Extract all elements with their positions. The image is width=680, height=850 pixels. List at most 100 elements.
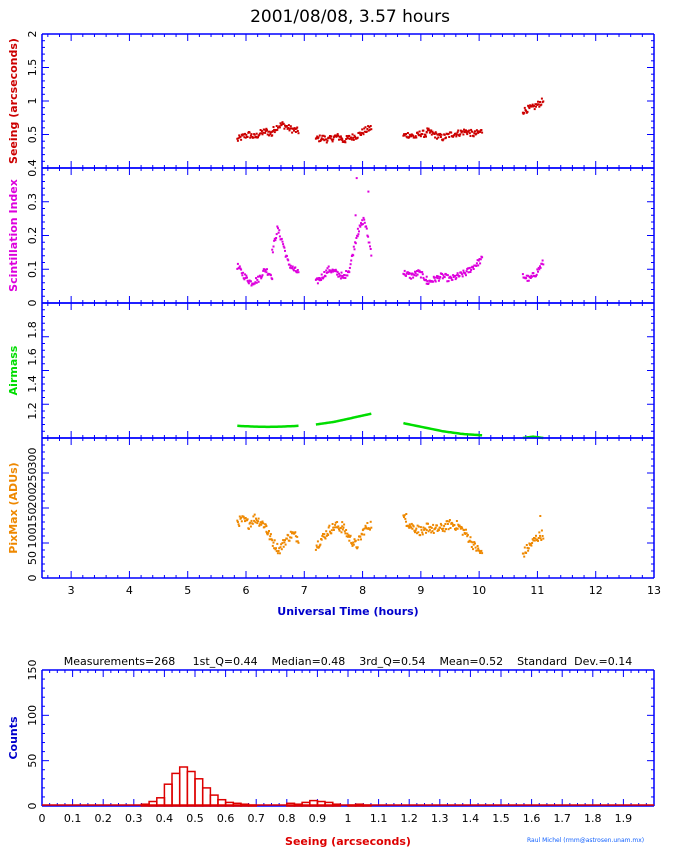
seeing-panel: 0.5 1 1.5 2 Seeing (arcseconds)	[7, 31, 655, 169]
seeing-point	[455, 133, 458, 136]
pixmax-point	[285, 537, 288, 540]
seeing-point	[365, 130, 368, 133]
scintillation-point	[472, 268, 475, 270]
scintillation-point	[433, 276, 436, 279]
pixmax-point	[472, 548, 474, 551]
seeing-point	[367, 125, 370, 128]
pixmax-point	[414, 531, 416, 534]
seeing-point	[287, 124, 290, 127]
scintillation-point	[242, 271, 245, 274]
scintillation-y-tick-label: 0.4	[26, 159, 39, 177]
pixmax-point	[454, 528, 457, 531]
pixmax-point	[268, 530, 270, 532]
histogram-x-tick-label: 0.2	[94, 812, 112, 825]
scintillation-point	[360, 223, 363, 226]
pixmax-point	[326, 532, 329, 535]
scintillation-point	[280, 237, 283, 240]
scintillation-point	[358, 224, 361, 227]
seeing-point	[260, 130, 263, 132]
pixmax-point	[403, 514, 406, 517]
seeing-point	[272, 126, 275, 128]
pixmax-point	[540, 529, 543, 532]
scintillation-point	[274, 239, 277, 242]
scintillation-point	[434, 279, 437, 282]
pixmax-point	[425, 529, 428, 531]
seeing-point	[268, 134, 270, 137]
seeing-point	[296, 126, 299, 129]
histogram-x-tick-label: 0.7	[247, 812, 265, 825]
pixmax-point	[407, 525, 410, 528]
pixmax-point	[414, 529, 417, 532]
seeing-point	[282, 122, 285, 125]
seeing-point	[474, 130, 476, 133]
seeing-point	[418, 130, 421, 133]
seeing-point	[252, 136, 255, 139]
pixmax-point	[526, 546, 529, 549]
seeing-point	[258, 132, 261, 135]
seeing-point	[248, 131, 251, 134]
scintillation-point	[408, 271, 411, 274]
pixmax-point	[335, 526, 338, 529]
pixmax-point	[316, 540, 319, 543]
seeing-point	[415, 136, 418, 139]
seeing-point	[539, 101, 541, 103]
scintillation-point	[348, 266, 351, 269]
pixmax-point	[288, 539, 291, 542]
scintillation-point	[278, 235, 281, 238]
scintillation-point	[249, 280, 252, 283]
scintillation-point	[542, 263, 545, 266]
scintillation-point	[247, 282, 250, 285]
pixmax-point	[537, 537, 540, 539]
scintillation-point	[416, 273, 419, 276]
seeing-point	[457, 129, 460, 132]
pixmax-point	[363, 527, 366, 530]
scintillation-point	[323, 271, 326, 273]
pixmax-point	[348, 535, 351, 538]
pixmax-point	[320, 538, 323, 541]
scintillation-point	[417, 269, 420, 272]
pixmax-point	[427, 522, 429, 525]
scintillation-y-tick-label: 0.3	[26, 193, 39, 211]
scintillation-point	[441, 277, 444, 280]
seeing-point	[424, 134, 427, 136]
seeing-y-tick-label: 1	[26, 98, 39, 105]
pixmax-point	[258, 523, 261, 526]
airmass-y-tick-label: 1.6	[26, 348, 39, 366]
seeing-point	[332, 138, 335, 141]
scintillation-point	[405, 274, 407, 277]
seeing-point	[237, 137, 240, 140]
pixmax-point	[538, 531, 541, 534]
pixmax-point	[273, 539, 276, 542]
scintillation-point	[284, 249, 286, 252]
pixmax-x-tick-label: 3	[68, 584, 75, 597]
histogram-x-tick-label: 1.7	[553, 812, 571, 825]
scintillation-point	[288, 263, 291, 266]
pixmax-point	[251, 522, 254, 525]
seeing-point	[369, 128, 371, 131]
seeing-point	[344, 141, 347, 144]
seeing-point	[408, 136, 411, 138]
scintillation-point	[443, 276, 446, 279]
seeing-point	[330, 135, 333, 138]
seeing-point	[244, 136, 247, 139]
seeing-point	[334, 134, 337, 137]
seeing-point	[249, 136, 252, 139]
seeing-point	[246, 135, 249, 138]
pixmax-point	[446, 520, 449, 523]
time-series-panels: 0.5 1 1.5 2 Seeing (arcseconds) 0 0.1 0.2 0.3 0.4…	[7, 31, 661, 619]
scintillation-point	[272, 245, 275, 248]
seeing-point	[249, 134, 252, 137]
histogram-y-tick-label: 100	[26, 705, 39, 726]
scintillation-point	[358, 230, 360, 233]
seeing-point	[426, 127, 429, 130]
pixmax-point	[283, 541, 286, 544]
scintillation-point	[289, 264, 292, 267]
seeing-point	[534, 103, 537, 106]
seeing-point	[297, 132, 300, 135]
pixmax-point	[323, 533, 326, 536]
airmass-line-segment	[237, 424, 299, 429]
scintillation-point	[361, 223, 364, 226]
pixmax-point	[369, 528, 371, 531]
scintillation-point	[454, 274, 456, 277]
seeing-point	[288, 129, 291, 132]
